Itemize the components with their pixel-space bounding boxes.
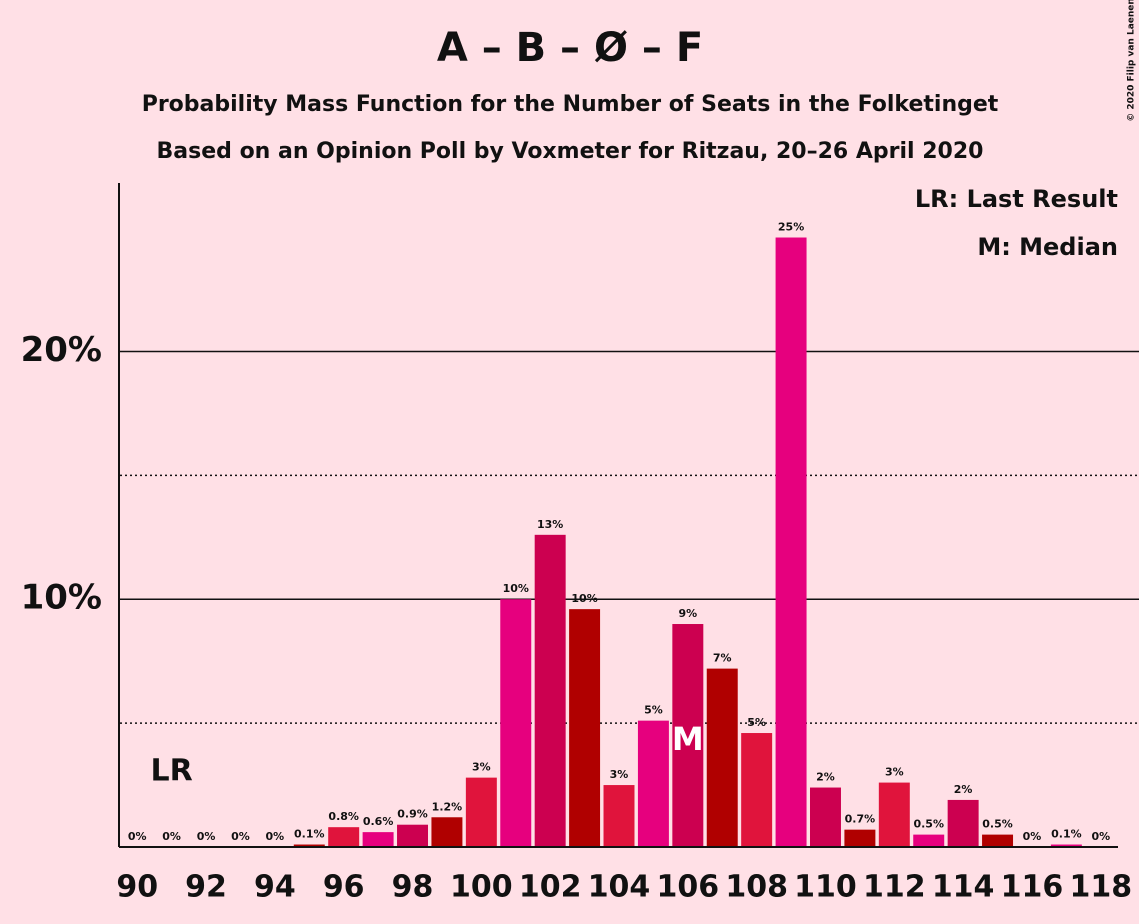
data-label: 3% xyxy=(885,766,904,779)
data-label: 0.5% xyxy=(982,818,1013,831)
bar xyxy=(1050,844,1082,847)
data-label: 0% xyxy=(162,830,181,843)
legend-entry: LR: Last Result xyxy=(915,185,1118,213)
data-label: 3% xyxy=(472,761,491,774)
bar xyxy=(706,668,738,847)
x-tick-label: 110 xyxy=(794,870,857,905)
copyright: © 2020 Filip van Laenen xyxy=(1127,0,1137,122)
data-label: 2% xyxy=(816,771,835,784)
data-label: 1.2% xyxy=(432,800,463,813)
data-label: 5% xyxy=(644,704,663,717)
data-label: 13% xyxy=(537,518,563,531)
data-label: 25% xyxy=(778,221,804,234)
x-tick-label: 94 xyxy=(254,870,296,905)
y-tick-label: 10% xyxy=(21,578,102,618)
bar xyxy=(947,799,979,847)
last-result-marker: LR xyxy=(151,754,193,789)
bar xyxy=(328,827,360,847)
x-tick-label: 96 xyxy=(323,870,365,905)
data-label: 5% xyxy=(747,716,766,729)
bar xyxy=(809,787,841,847)
x-tick-label: 112 xyxy=(863,870,926,905)
data-label: 0.1% xyxy=(1051,828,1082,841)
x-tick-label: 92 xyxy=(185,870,227,905)
bar xyxy=(775,237,807,848)
chart-subtitle: Based on an Opinion Poll by Voxmeter for… xyxy=(157,139,984,164)
legend-entry: M: Median xyxy=(977,233,1118,261)
y-tick-label: 20% xyxy=(21,330,102,370)
data-label: 0.8% xyxy=(328,810,359,823)
x-tick-label: 106 xyxy=(657,870,720,905)
bar xyxy=(672,624,704,847)
data-label: 9% xyxy=(678,607,697,620)
x-tick-label: 116 xyxy=(1001,870,1064,905)
x-tick-label: 100 xyxy=(450,870,513,905)
data-label: 0.1% xyxy=(294,828,325,841)
bar xyxy=(397,824,429,847)
bar xyxy=(500,599,532,847)
bar xyxy=(431,817,463,847)
bar xyxy=(982,834,1014,847)
bar xyxy=(913,834,945,847)
data-label: 0% xyxy=(1091,830,1110,843)
data-label: 10% xyxy=(503,582,529,595)
x-tick-label: 114 xyxy=(932,870,995,905)
data-label: 0% xyxy=(197,830,216,843)
x-tick-label: 118 xyxy=(1069,870,1132,905)
x-tick-label: 98 xyxy=(392,870,434,905)
data-label: 0.7% xyxy=(845,813,876,826)
x-tick-label: 90 xyxy=(116,870,158,905)
x-tick-label: 108 xyxy=(725,870,788,905)
median-marker: M xyxy=(672,720,704,758)
x-tick-label: 104 xyxy=(588,870,651,905)
data-label: 0.9% xyxy=(397,808,428,821)
bar xyxy=(293,844,325,847)
bar xyxy=(637,720,669,847)
data-label: 10% xyxy=(571,592,597,605)
data-label: 0.6% xyxy=(363,815,394,828)
bar xyxy=(362,832,394,847)
data-label: 2% xyxy=(954,783,973,796)
data-label: 0% xyxy=(128,830,147,843)
data-label: 0.5% xyxy=(913,818,944,831)
bar xyxy=(844,829,876,847)
data-label: 0% xyxy=(231,830,250,843)
bar xyxy=(569,609,601,847)
x-tick-label: 102 xyxy=(519,870,582,905)
data-label: 7% xyxy=(713,652,732,665)
data-label: 0% xyxy=(1023,830,1042,843)
chart-subtitle: Probability Mass Function for the Number… xyxy=(142,92,999,117)
bar xyxy=(603,785,635,847)
data-label: 3% xyxy=(610,768,629,781)
bar xyxy=(741,733,773,847)
chart-title: A – B – Ø – F xyxy=(437,25,703,71)
bar xyxy=(878,782,910,847)
bar xyxy=(534,534,566,847)
bar xyxy=(465,777,497,847)
data-label: 0% xyxy=(266,830,285,843)
